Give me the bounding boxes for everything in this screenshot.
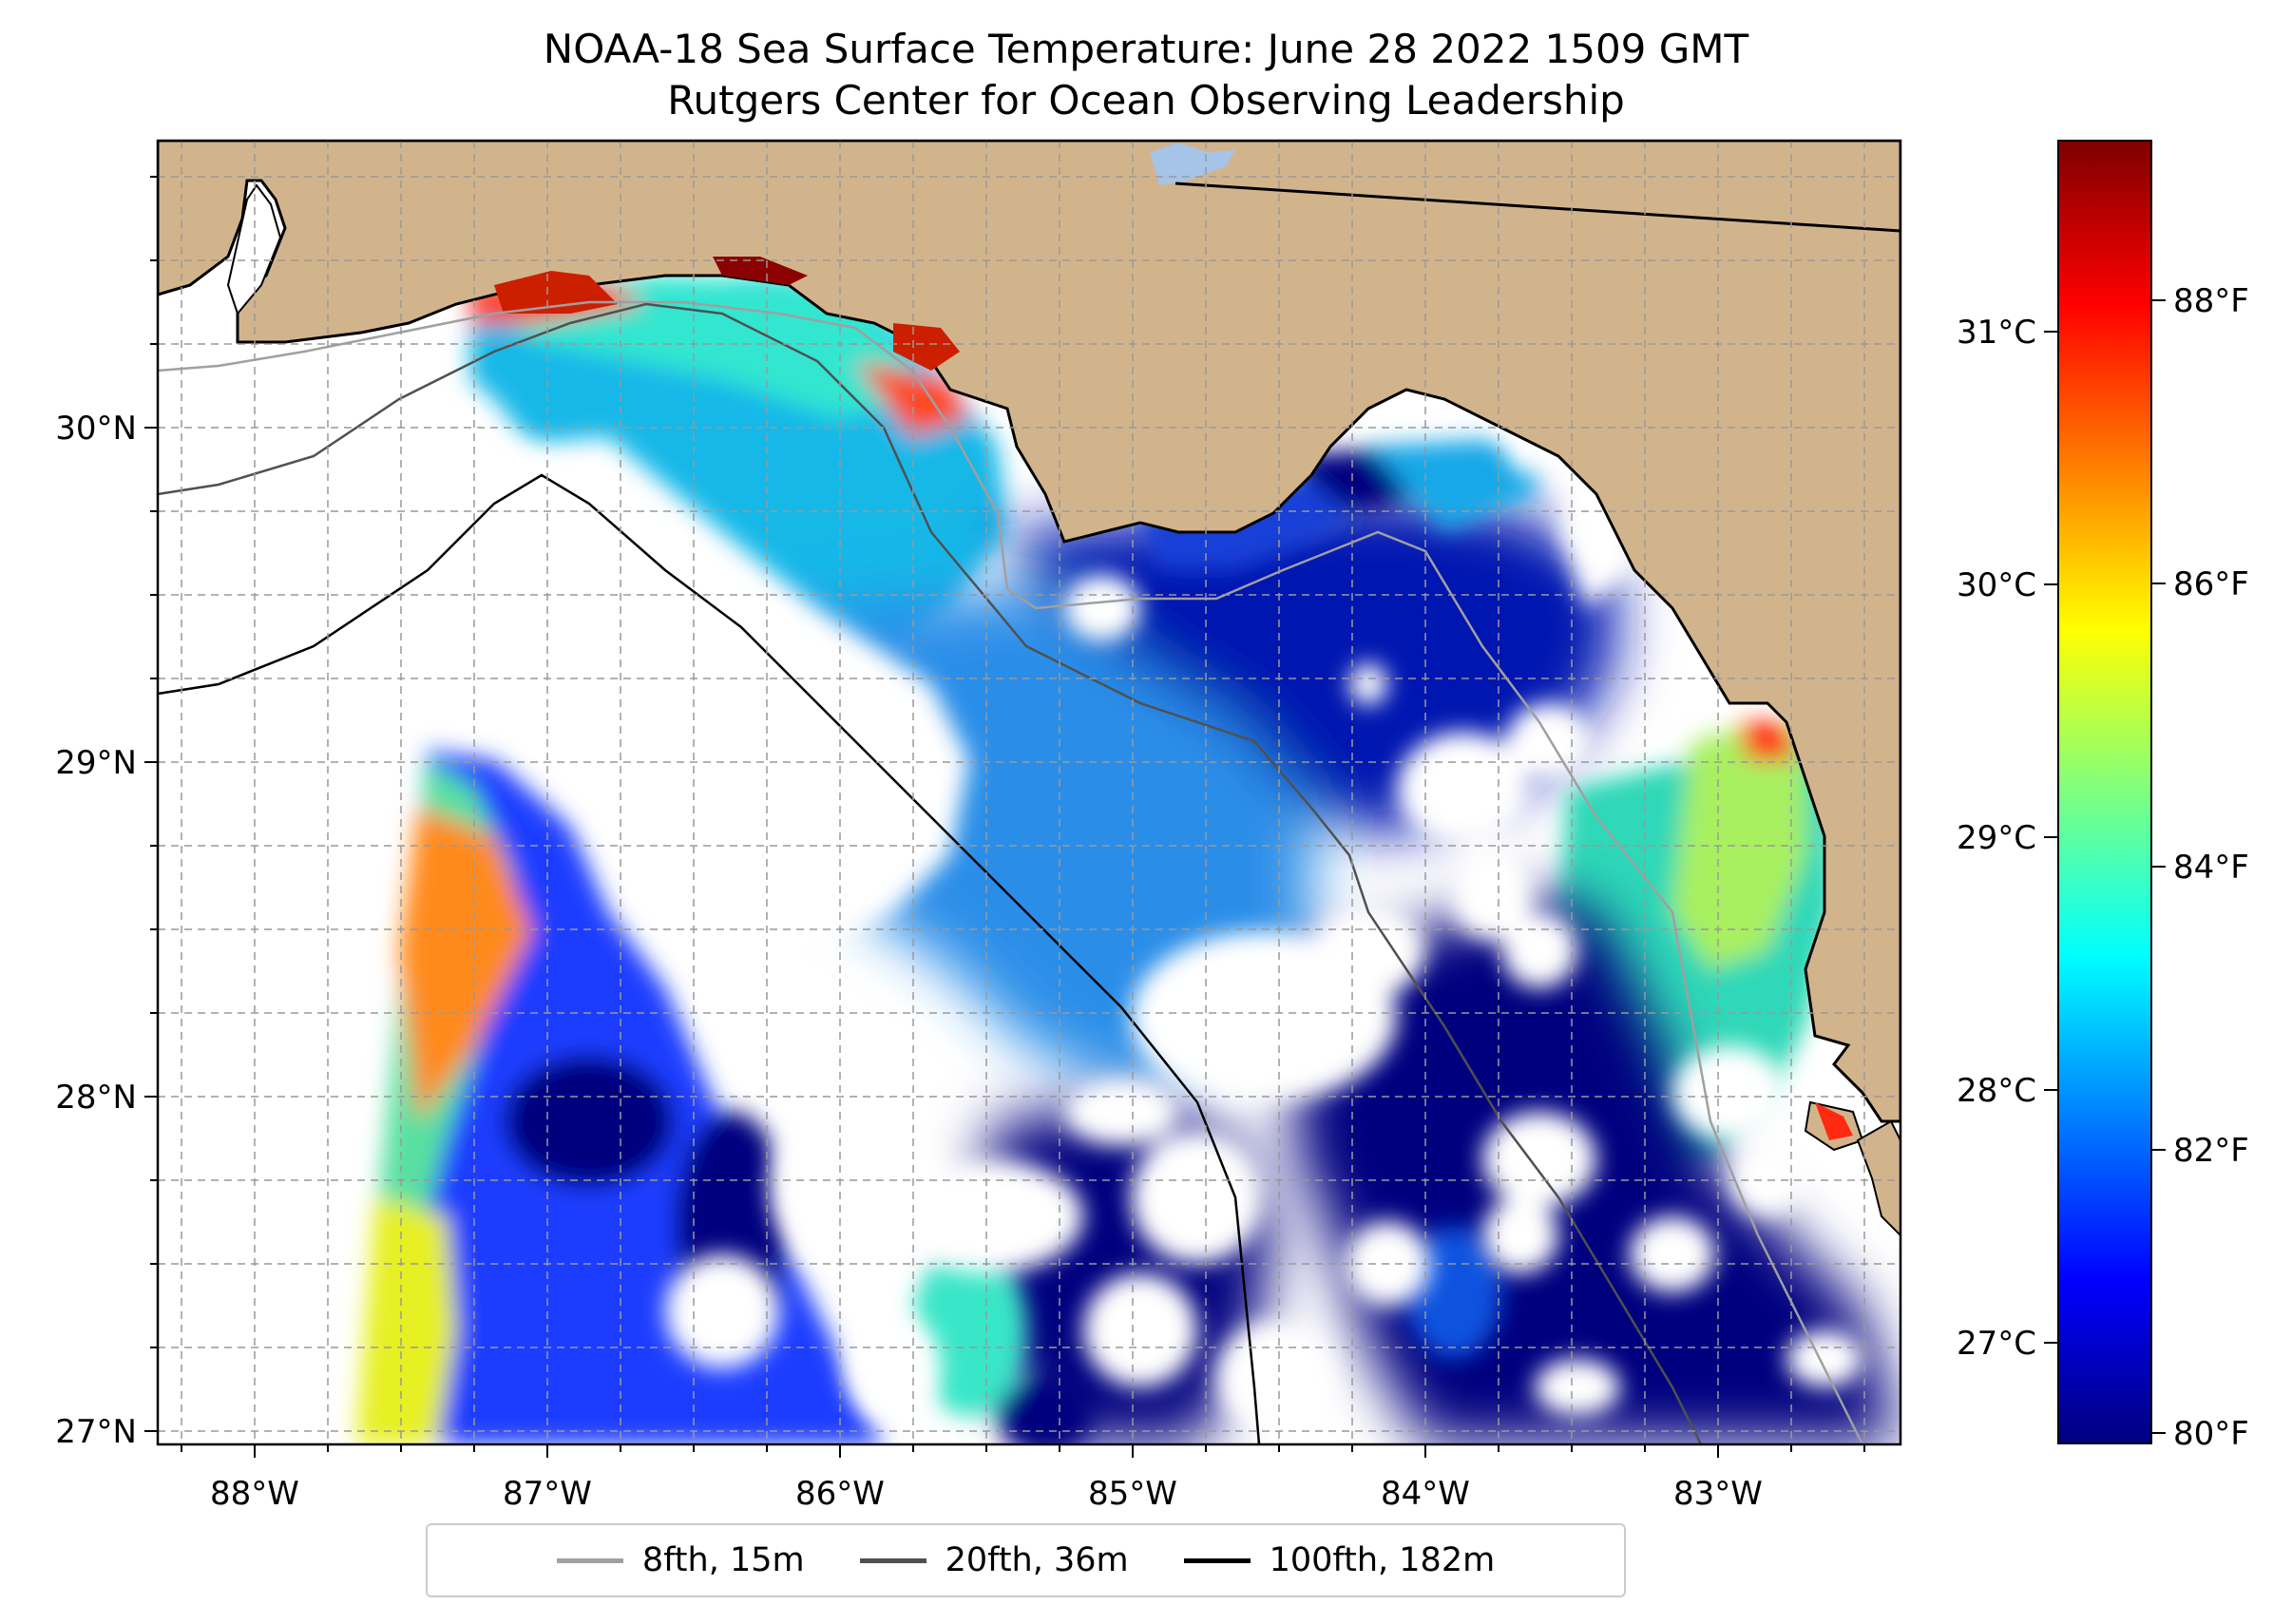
lat-tick-label: 30°N xyxy=(55,410,137,448)
lon-tick-label: 88°W xyxy=(210,1475,299,1513)
legend-label-20fth: 20fth, 36m xyxy=(945,1541,1129,1579)
celsius-tick-label: 31°C xyxy=(1957,314,2036,352)
map-subtitle: Rutgers Center for Ocean Observing Leade… xyxy=(667,77,1625,124)
fahrenheit-tick-label: 82°F xyxy=(2173,1132,2249,1170)
legend-label-100fth: 100fth, 182m xyxy=(1269,1541,1496,1579)
isobath-100fth xyxy=(158,473,1261,1444)
map-title: NOAA-18 Sea Surface Temperature: June 28… xyxy=(543,26,1749,72)
lat-tick-label: 28°N xyxy=(55,1079,137,1117)
gridlines xyxy=(158,141,1900,1444)
isobath-8fth xyxy=(158,300,1864,1444)
fahrenheit-tick-label: 88°F xyxy=(2173,282,2249,320)
legend-swatch-8fth xyxy=(556,1557,623,1563)
latitude-axis: 30°N 29°N 28°N 27°N xyxy=(55,176,158,1451)
lon-tick-label: 83°W xyxy=(1673,1475,1763,1513)
fahrenheit-tick-label: 84°F xyxy=(2173,849,2249,887)
map-frame xyxy=(156,139,1902,1446)
celsius-tick-label: 28°C xyxy=(1957,1072,2036,1110)
fahrenheit-tick-label: 86°F xyxy=(2173,565,2249,603)
lon-tick-label: 87°W xyxy=(503,1475,592,1513)
legend-item-100fth: 100fth, 182m xyxy=(1183,1541,1496,1579)
colorbar-axis: 31°C 30°C 29°C 28°C 27°C 88°F 86°F 84°F 82°F 80°F xyxy=(1957,282,2249,1453)
celsius-tick-label: 27°C xyxy=(1957,1325,2036,1363)
isobaths xyxy=(158,182,1900,1444)
isobath-legend: 8fth, 15m 20fth, 36m 100fth, 182m xyxy=(426,1523,1626,1597)
isobath-20fth xyxy=(158,302,1703,1444)
celsius-tick-label: 30°C xyxy=(1957,566,2036,604)
lon-tick-label: 84°W xyxy=(1381,1475,1470,1513)
celsius-tick-label: 29°C xyxy=(1957,819,2036,857)
lon-tick-label: 85°W xyxy=(1088,1475,1177,1513)
lat-tick-label: 27°N xyxy=(55,1413,137,1451)
fahrenheit-tick-label: 80°F xyxy=(2173,1415,2249,1453)
legend-swatch-20fth xyxy=(859,1557,926,1563)
colorbar xyxy=(2057,140,2152,1444)
legend-item-8fth: 8fth, 15m xyxy=(556,1541,805,1579)
longitude-axis: 88°W 87°W 86°W 85°W 84°W 83°W xyxy=(181,1444,1865,1513)
lat-tick-label: 29°N xyxy=(55,744,137,782)
state-boundary-line xyxy=(1175,182,1900,233)
sst-field xyxy=(356,276,1900,1444)
legend-label-8fth: 8fth, 15m xyxy=(641,1541,805,1579)
lon-tick-label: 86°W xyxy=(795,1475,885,1513)
legend-item-20fth: 20fth, 36m xyxy=(859,1541,1129,1579)
legend-swatch-100fth xyxy=(1183,1557,1251,1563)
